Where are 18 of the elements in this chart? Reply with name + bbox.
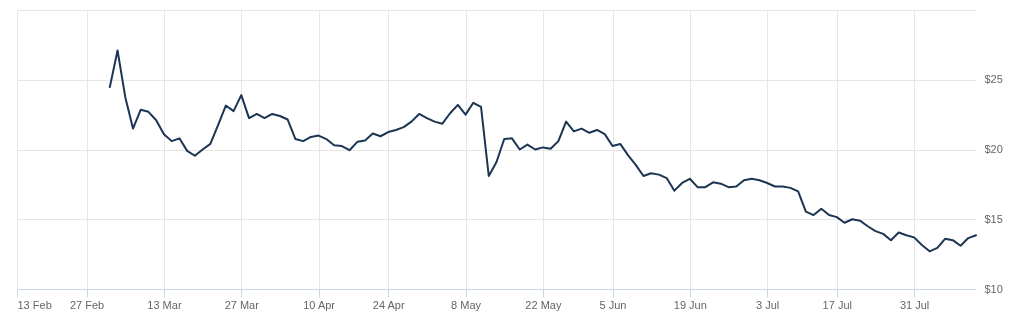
y-tick-label: $20 [984, 143, 1003, 155]
x-tick-label: 10 Apr [303, 298, 336, 311]
x-tick-label: 31 Jul [899, 298, 930, 311]
x-tick-label: 8 May [451, 298, 482, 311]
x-tick-label: 5 Jun [599, 298, 627, 311]
x-tick-label: 17 Jul [822, 298, 852, 311]
y-tick-label: $25 [984, 73, 1003, 86]
x-tick-label: 24 Apr [372, 298, 405, 311]
x-tick-label: 3 Jul [756, 298, 780, 311]
x-tick-label: 27 Mar [224, 298, 260, 311]
x-tick-label: 13 Feb [17, 298, 52, 311]
x-tick-label: 27 Feb [69, 298, 105, 311]
y-tick-label: $10 [984, 282, 1003, 295]
y-tick-label: $15 [984, 212, 1003, 225]
x-tick-label: 22 May [525, 298, 562, 311]
x-tick-label: 19 Jun [673, 298, 707, 311]
line-series [108, 49, 977, 253]
x-tick-label: 13 Mar [147, 298, 182, 311]
